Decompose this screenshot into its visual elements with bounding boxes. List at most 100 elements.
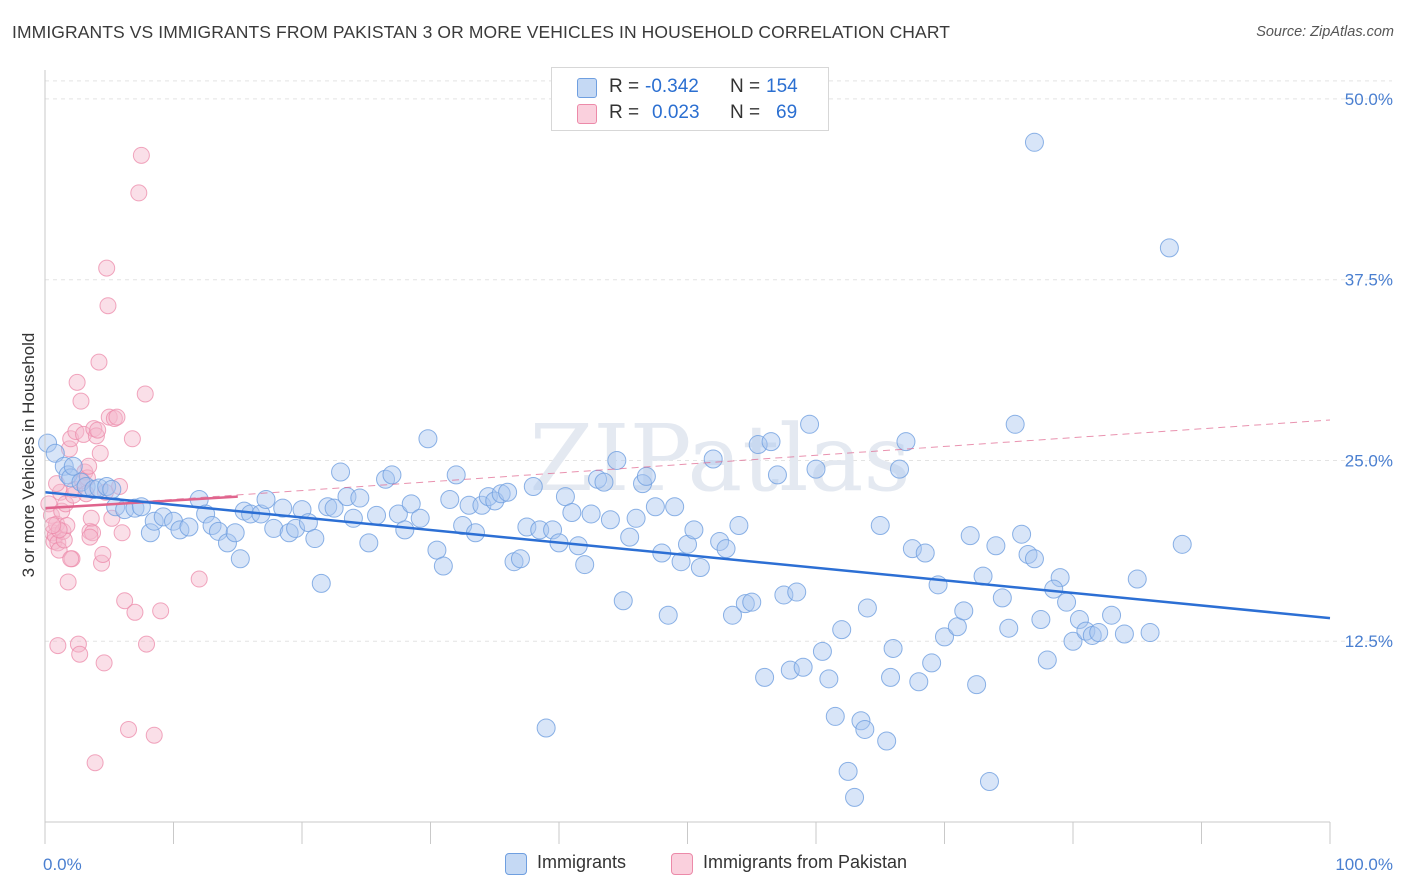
immigrants-point <box>153 507 173 527</box>
pakistan-point <box>120 720 138 738</box>
immigrants-point <box>620 527 640 547</box>
immigrants-point <box>1012 524 1032 544</box>
immigrants-point <box>613 591 633 611</box>
tick-labels: 12.5% 25.0% 37.5% 50.0% 0.0% 100.0% <box>43 90 1393 874</box>
legend-r-value: -0.342 <box>645 76 699 97</box>
immigrants-point <box>855 719 875 739</box>
pakistan-point <box>95 654 113 672</box>
correlation-legend: R = -0.342 N = 154 R = 0.023 N = 69 <box>551 67 829 131</box>
immigrants-point <box>883 638 903 658</box>
immigrants-point <box>935 627 954 647</box>
immigrants-point <box>594 472 614 492</box>
immigrants-point <box>703 449 723 469</box>
legend-n-value: 69 <box>776 102 798 123</box>
legend-row-immigrants: R = -0.342 N = 154 <box>552 75 828 101</box>
immigrants-point <box>915 543 935 563</box>
immigrants-point <box>1114 624 1134 644</box>
pakistan-point <box>190 570 208 588</box>
immigrants-point <box>626 508 646 528</box>
pakistan-point <box>81 522 99 540</box>
immigrants-point <box>562 503 582 523</box>
y-tick-label: 12.5% <box>1345 632 1393 651</box>
immigrants-point <box>671 552 691 572</box>
y-tick-label: 25.0% <box>1345 451 1393 470</box>
immigrants-point <box>870 516 890 536</box>
immigrants-point <box>523 476 543 496</box>
immigrants-point <box>812 641 832 661</box>
legend-swatch-blue <box>505 853 527 875</box>
immigrants-point <box>286 518 306 538</box>
immigrants-point <box>350 488 370 508</box>
immigrants-point <box>986 536 1006 556</box>
immigrants-trend-line <box>44 491 1331 620</box>
immigrants-point <box>38 433 58 453</box>
y-axis-label: 3 or more Vehicles in Household <box>19 332 38 578</box>
pakistan-point <box>71 645 89 663</box>
watermark: ZIPatlas <box>529 405 910 512</box>
immigrants-point <box>947 617 967 637</box>
immigrants-point <box>678 534 697 554</box>
immigrants-point <box>684 520 704 540</box>
immigrants-point <box>800 414 820 434</box>
immigrants-point <box>1024 132 1044 152</box>
immigrants-point <box>510 549 530 569</box>
immigrants-point <box>491 484 511 504</box>
immigrants-point <box>555 487 575 507</box>
immigrants-point <box>992 588 1012 608</box>
immigrants-point <box>665 497 685 517</box>
pakistan-point <box>58 517 76 535</box>
immigrants-points <box>38 132 1192 807</box>
axes <box>44 70 1331 844</box>
immigrants-point <box>954 601 974 621</box>
immigrants-point <box>1050 568 1070 588</box>
immigrants-point <box>63 456 83 476</box>
immigrants-point <box>318 497 338 517</box>
immigrants-point <box>1069 610 1089 630</box>
immigrants-point <box>440 490 460 510</box>
legend-label: Immigrants <box>537 852 627 872</box>
immigrants-point <box>636 466 656 486</box>
immigrants-point <box>433 556 453 576</box>
legend-r-label: R = <box>609 76 640 97</box>
pakistan-point <box>68 373 86 391</box>
immigrants-point <box>845 787 865 807</box>
pakistan-point <box>123 430 141 448</box>
immigrants-point <box>979 772 999 792</box>
immigrants-point <box>881 667 901 687</box>
immigrants-point <box>1037 650 1057 670</box>
pakistan-point <box>91 444 109 462</box>
pakistan-point <box>108 408 126 426</box>
immigrants-point <box>97 476 117 496</box>
immigrants-point <box>716 539 736 559</box>
trend-lines <box>44 419 1331 620</box>
pakistan-point <box>99 297 117 315</box>
pakistan-point <box>90 353 108 371</box>
immigrants-point <box>498 482 518 502</box>
immigrants-point <box>359 533 379 553</box>
immigrants-point <box>517 517 537 537</box>
immigrants-point <box>446 465 466 485</box>
immigrants-point <box>877 731 897 751</box>
immigrants-point <box>742 592 762 612</box>
immigrants-point <box>600 510 620 530</box>
pakistan-trend-extended <box>44 419 1331 509</box>
pakistan-point <box>87 427 105 445</box>
immigrants-point <box>382 465 402 485</box>
pakistan-point <box>44 517 62 535</box>
immigrants-point <box>217 533 237 553</box>
immigrants-point <box>1172 534 1192 554</box>
pakistan-point <box>62 550 80 568</box>
immigrants-point <box>793 657 813 677</box>
immigrants-point <box>1031 610 1051 630</box>
pakistan-point <box>55 531 73 549</box>
immigrants-point <box>967 675 987 695</box>
immigrants-point <box>575 555 595 575</box>
immigrants-point <box>767 465 787 485</box>
pakistan-point <box>50 541 68 559</box>
pakistan-point <box>145 726 163 744</box>
immigrants-point <box>748 435 768 455</box>
immigrants-point <box>140 523 160 543</box>
immigrants-point <box>1140 623 1160 643</box>
immigrants-point <box>311 573 331 593</box>
pakistan-point <box>80 457 98 475</box>
